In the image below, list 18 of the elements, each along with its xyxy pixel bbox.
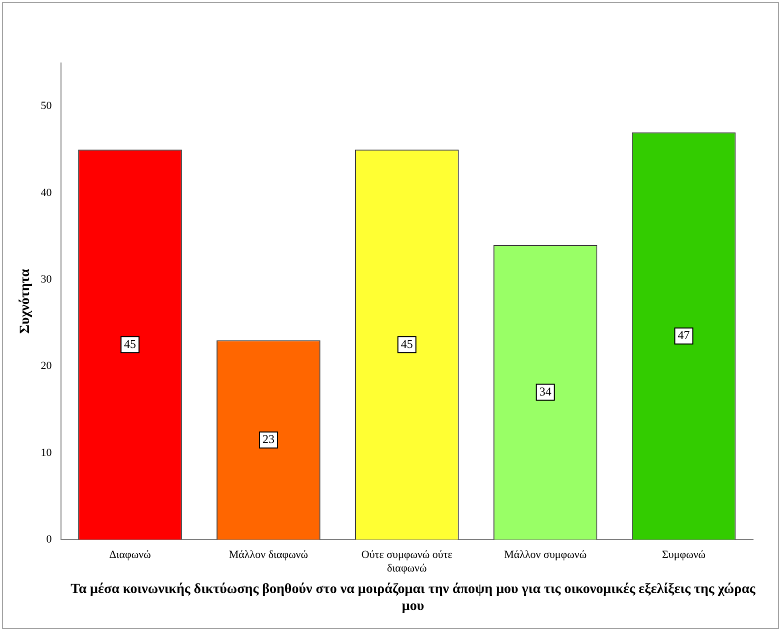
x-tick-label: Διαφωνώ xyxy=(109,549,151,562)
x-tick-label: Μάλλον διαφωνώ xyxy=(228,549,308,562)
y-axis-title: Συχνότητα xyxy=(18,268,34,334)
data-label: 45 xyxy=(400,336,413,351)
y-tick-label: 20 xyxy=(40,360,52,372)
y-tick-label: 40 xyxy=(40,186,52,199)
data-label: 34 xyxy=(539,384,552,398)
y-tick-label: 50 xyxy=(40,100,52,112)
data-label: 47 xyxy=(678,328,690,342)
x-tick-label: Μάλλον συμφωνώ xyxy=(504,549,587,562)
x-tick-label: Ούτε συμφωνώ ούτε διαφωνώ xyxy=(361,549,453,574)
y-tick-label: 0 xyxy=(46,533,52,546)
data-label: 23 xyxy=(262,432,274,446)
y-tick-label: 30 xyxy=(40,274,52,286)
y-tick-label: 10 xyxy=(40,446,52,459)
x-tick-label: Συμφωνώ xyxy=(662,549,706,562)
data-label: 45 xyxy=(124,336,136,351)
x-axis-title: Τα μέσα κοινωνικής δικτύωσης βοηθούν στο να μοιράζομαι την άποψη μου για τις οικονομικές εξελίξεις της χώρας μου xyxy=(70,581,756,615)
